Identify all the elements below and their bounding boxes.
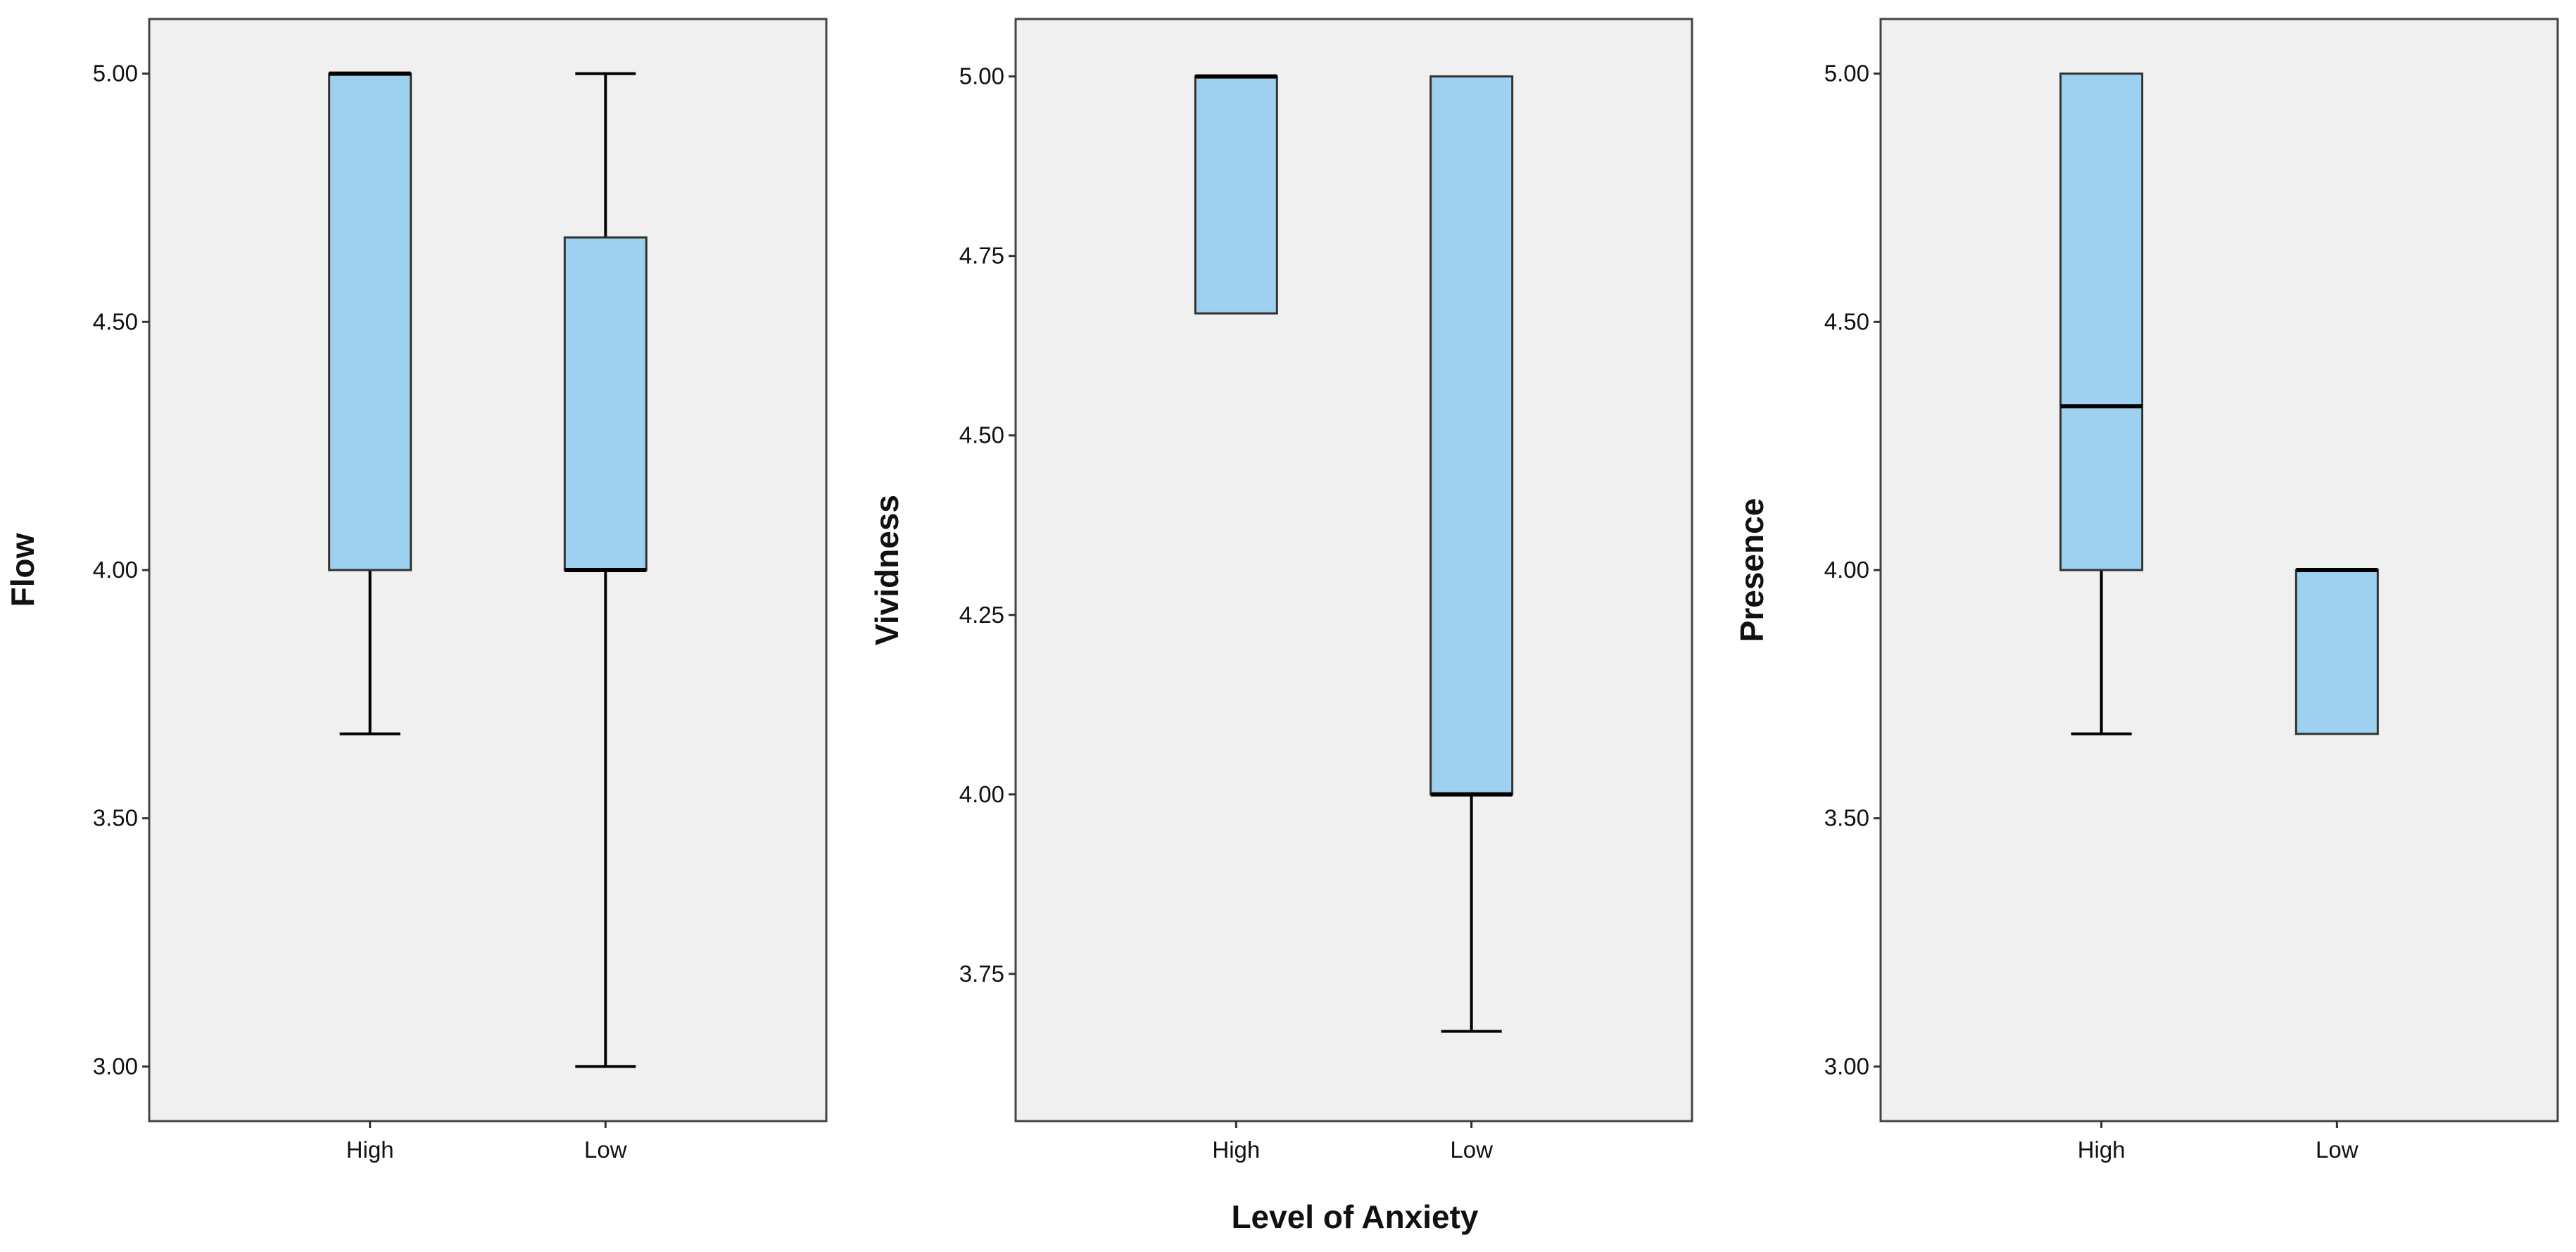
x-tick-label: Low <box>2316 1137 2359 1163</box>
y-tick-label: 5.00 <box>1824 61 1869 87</box>
iqr-box <box>1194 75 1278 315</box>
iqr-box <box>563 236 648 571</box>
iqr-box <box>2294 569 2379 735</box>
y-tick-label: 4.50 <box>93 308 138 334</box>
x-tick-label: Low <box>584 1137 627 1163</box>
y-tick-label: 4.00 <box>93 557 138 583</box>
x-tick-label: High <box>2078 1137 2126 1163</box>
y-tick-label: 4.25 <box>959 602 1004 628</box>
x-tick-label: High <box>346 1137 394 1163</box>
panel-presence: 3.00 3.50 4.00 4.50 5.00 High Low Presence <box>1734 18 2559 1163</box>
box-high <box>328 71 412 735</box>
y-tick-label: 3.50 <box>93 805 138 831</box>
x-tick-label: Low <box>1450 1137 1493 1163</box>
y-tick-label: 4.75 <box>959 243 1004 269</box>
y-axis-title: Vividness <box>869 495 905 645</box>
panel-flow: 3.00 3.50 4.00 4.50 5.00 High Low Flow <box>4 18 828 1163</box>
iqr-box <box>2059 72 2144 571</box>
box-low <box>563 72 648 1068</box>
y-tick-label: 3.00 <box>1824 1053 1869 1079</box>
y-tick-label: 5.00 <box>93 61 138 87</box>
box-low <box>2294 568 2379 735</box>
box-high <box>2059 72 2144 735</box>
panel-vividness: 3.75 4.00 4.25 4.50 4.75 5.00 High Low Vividness <box>869 18 1693 1163</box>
y-tick-label: 4.50 <box>959 422 1004 448</box>
plot-area <box>1014 18 1693 1123</box>
y-axis-title: Presence <box>1734 498 1770 643</box>
y-tick-label: 3.50 <box>1824 805 1869 831</box>
iqr-box <box>328 72 412 571</box>
y-tick-label: 3.75 <box>959 961 1004 987</box>
box-low <box>1429 75 1514 1033</box>
x-tick-label: High <box>1212 1137 1260 1163</box>
y-tick-label: 3.00 <box>93 1053 138 1079</box>
box-high <box>1194 74 1278 315</box>
plot-area <box>148 18 828 1123</box>
y-tick-label: 4.00 <box>959 781 1004 807</box>
plot-area <box>1879 18 2559 1123</box>
y-tick-label: 4.00 <box>1824 557 1869 583</box>
y-tick-label: 4.50 <box>1824 308 1869 334</box>
y-tick-label: 5.00 <box>959 63 1004 89</box>
y-axis-title: Flow <box>4 533 41 607</box>
shared-x-axis-title: Level of Anxiety <box>1231 1199 1478 1235</box>
iqr-box <box>1429 75 1514 796</box>
